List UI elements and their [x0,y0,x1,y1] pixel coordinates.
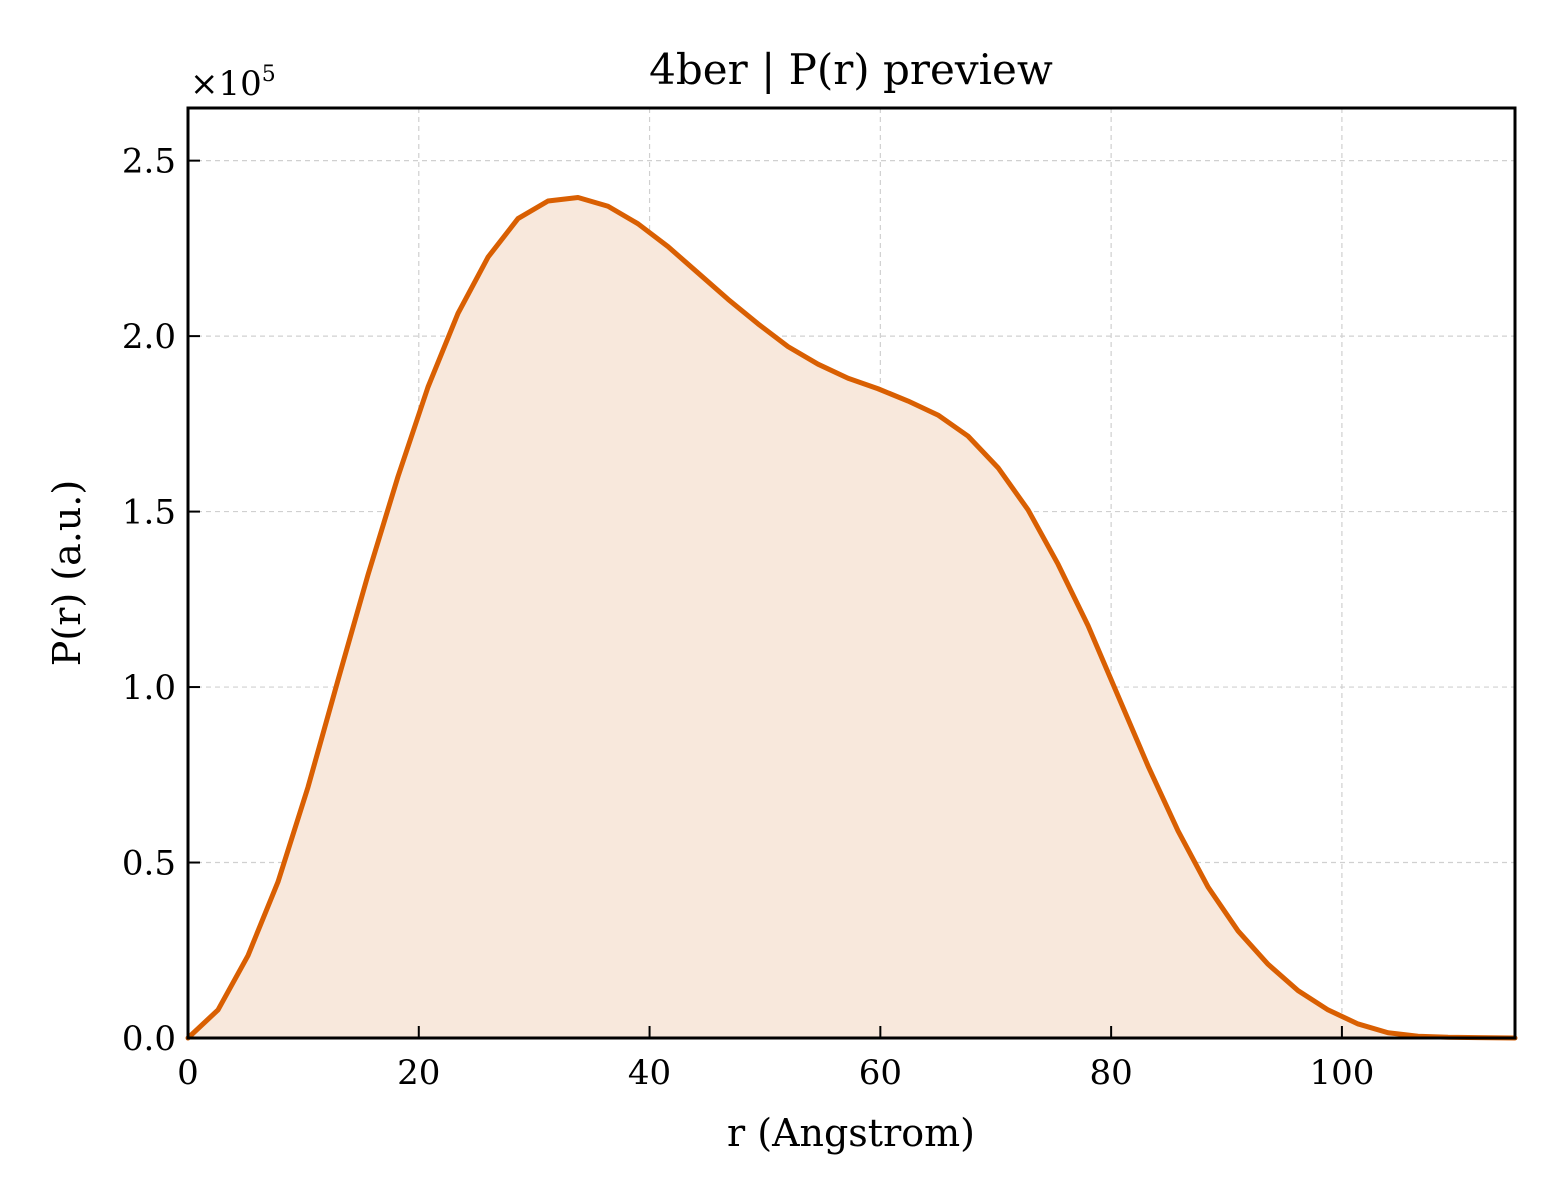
x-axis-label: r (Angstrom) [727,1111,975,1155]
y-tick-label: 2.5 [122,142,176,182]
y-axis-multiplier: ×105 [190,62,276,104]
x-tick-label: 40 [628,1053,671,1093]
x-tick-label: 0 [177,1053,199,1093]
y-axis-label: P(r) (a.u.) [45,480,89,666]
x-tick-label: 20 [397,1053,440,1093]
y-tick-label: 2.0 [122,317,176,357]
chart-title: 4ber | P(r) preview [649,45,1053,94]
plot-frame [186,106,1517,1040]
y-axis-multiplier-exponent: 5 [262,62,276,87]
y-tick-label: 1.5 [122,493,176,533]
x-tick-label: 100 [1309,1053,1374,1093]
pr-data-line [185,194,1518,1041]
y-tick-label: 0.0 [122,1019,176,1059]
tick-layer: 0 20 40 60 80 100 0.0 0.5 1.0 1.5 2.0 2.5 [122,142,1374,1093]
pr-area-fill [188,197,1515,1039]
x-tick-label: 60 [859,1053,902,1093]
y-axis-multiplier-base: ×10 [190,64,262,104]
x-tick-label: 80 [1089,1053,1132,1093]
y-tick-label: 1.0 [122,668,176,708]
y-tick-label: 0.5 [122,844,176,884]
